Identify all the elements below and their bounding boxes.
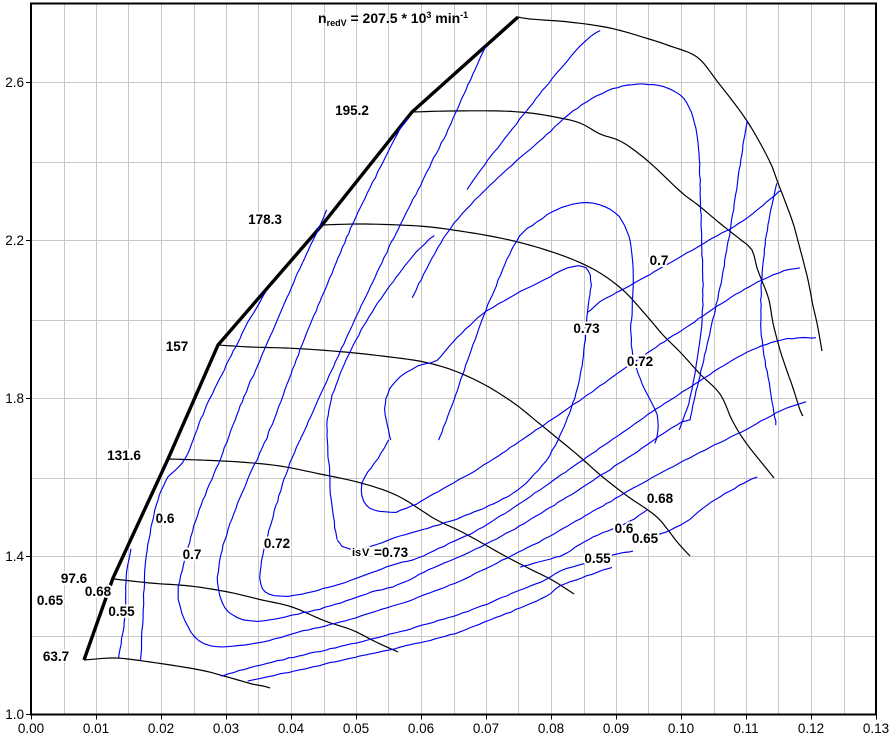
svg-text:0.03: 0.03 [213,721,239,736]
svg-text:V: V [362,547,370,559]
svg-text:0.12: 0.12 [798,721,824,736]
svg-text:0.05: 0.05 [343,721,369,736]
svg-text:0.65: 0.65 [632,531,659,546]
svg-text:157: 157 [166,339,189,354]
svg-text:1.0: 1.0 [5,707,24,722]
svg-text:0.11: 0.11 [733,721,758,736]
svg-text:0.07: 0.07 [473,721,499,736]
svg-text:0.01: 0.01 [83,721,109,736]
svg-text:178.3: 178.3 [248,212,282,227]
svg-text:0.7: 0.7 [650,253,669,268]
svg-text:131.6: 131.6 [107,448,141,463]
svg-text:0.55: 0.55 [108,604,135,619]
svg-text:2.6: 2.6 [5,75,24,90]
svg-text:0.72: 0.72 [627,354,653,369]
svg-text:0.65: 0.65 [37,593,64,608]
svg-text:195.2: 195.2 [335,103,369,118]
svg-text:0.08: 0.08 [538,721,564,736]
svg-text:97.6: 97.6 [61,571,88,586]
svg-text:63.7: 63.7 [43,649,69,664]
svg-text:0.00: 0.00 [18,721,44,736]
svg-text:0.68: 0.68 [85,584,112,599]
svg-text:2.2: 2.2 [5,233,24,248]
svg-text:0.73: 0.73 [573,321,600,336]
svg-text:0.7: 0.7 [183,547,202,562]
svg-text:0.09: 0.09 [603,721,629,736]
svg-text:0.68: 0.68 [647,491,674,506]
svg-text:nredV = 207.5 * 103 min-1: nredV = 207.5 * 103 min-1 [318,10,468,28]
svg-text:0.02: 0.02 [148,721,174,736]
svg-text:0.13: 0.13 [863,721,889,736]
svg-text:0.10: 0.10 [668,721,694,736]
svg-text:1.4: 1.4 [5,549,24,564]
svg-text:0.04: 0.04 [278,721,305,736]
svg-text:1.8: 1.8 [5,391,24,406]
svg-text:0.6: 0.6 [615,521,634,536]
svg-text:=0.73: =0.73 [374,545,409,560]
svg-text:0.06: 0.06 [408,721,434,736]
svg-text:0.72: 0.72 [264,536,290,551]
svg-text:0.55: 0.55 [584,551,611,566]
svg-text:0.6: 0.6 [156,511,175,526]
svg-text:is: is [352,547,361,559]
